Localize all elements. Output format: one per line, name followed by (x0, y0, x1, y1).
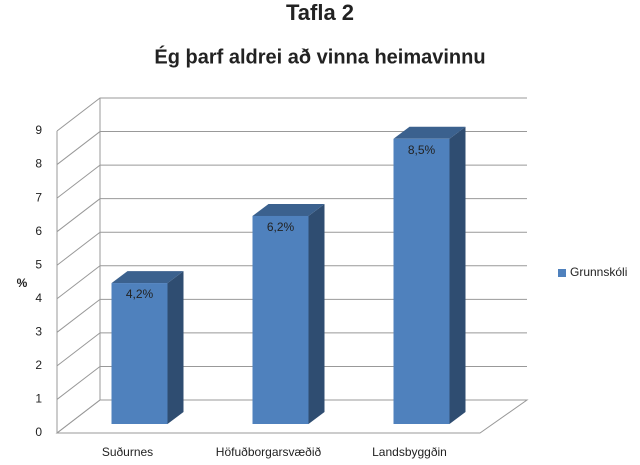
grid-line (56, 231, 527, 266)
x-tick-label: Suðurnes (102, 445, 153, 459)
bar-side (308, 203, 325, 424)
y-tick-label: 2 (35, 358, 42, 372)
grid-line (56, 164, 527, 199)
legend-label: Grunnskóli (570, 265, 627, 279)
legend-swatch (558, 269, 566, 277)
bar (111, 271, 184, 424)
bar-top (111, 271, 184, 284)
bar-top (252, 203, 325, 216)
y-axis-label: % (17, 276, 28, 290)
bar-side (449, 126, 466, 425)
grid-line (56, 298, 527, 333)
y-tick-label: 4 (35, 291, 42, 305)
bar-top (393, 126, 466, 139)
value-label: 4,2% (126, 287, 154, 301)
value-label: 6,2% (267, 220, 295, 234)
y-tick-label: 6 (35, 224, 42, 238)
grid-line (56, 399, 527, 434)
grid-line (56, 365, 527, 400)
chart-title: Tafla 2 (286, 0, 354, 25)
y-tick-label: 3 (35, 325, 42, 339)
y-tick-label: 1 (35, 392, 42, 406)
y-tick-label: 9 (35, 123, 42, 137)
grid-line (56, 332, 527, 367)
x-tick-label: Höfuðborgarsvæðið (216, 445, 322, 459)
bar (252, 203, 325, 424)
y-tick-label: 7 (35, 190, 42, 204)
x-tick-label: Landsbyggðin (372, 445, 447, 459)
bar-front (393, 138, 450, 424)
y-tick-label: 0 (35, 425, 42, 439)
bar-front (111, 283, 168, 424)
grid-line (56, 97, 527, 132)
grid-line (56, 131, 527, 165)
y-tick-label: 5 (35, 257, 42, 271)
bar-side (167, 271, 184, 424)
grid-line (56, 198, 527, 233)
bar (393, 126, 466, 425)
grid-line (56, 265, 527, 300)
chart-subtitle: Ég þarf aldrei að vinna heimavinnu (154, 45, 485, 68)
value-label: 8,5% (408, 143, 436, 157)
y-tick-label: 8 (35, 157, 42, 171)
bar-front (252, 215, 309, 424)
